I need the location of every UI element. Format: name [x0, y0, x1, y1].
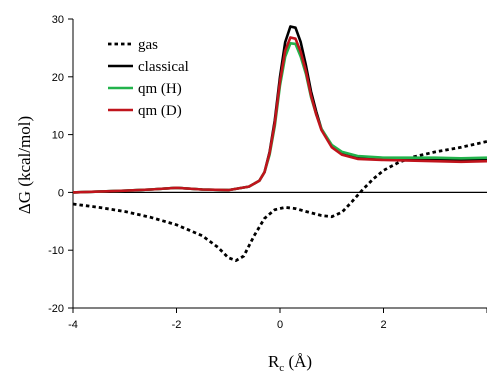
- legend-label: qm (H): [138, 81, 182, 97]
- x-tick-label: 0: [277, 319, 283, 331]
- series-line-qm-h: [72, 42, 487, 194]
- y-tick-label: -10: [48, 245, 64, 257]
- x-tick-label: -2: [172, 319, 182, 331]
- series-line-gas: [72, 140, 487, 262]
- y-tick-label: 10: [52, 130, 64, 142]
- legend: gas classical qm (H) qm (D): [108, 37, 189, 119]
- y-axis-title: ΔG (kcal/mol): [15, 116, 34, 214]
- series-line-classical: [72, 25, 487, 194]
- y-tick-label: 0: [58, 187, 64, 199]
- y-tick-label: -20: [48, 303, 64, 315]
- y-tick-label: 20: [52, 72, 64, 84]
- series-layer: [72, 25, 487, 262]
- legend-label: classical: [138, 59, 189, 75]
- x-axis-title-unit: (Å): [284, 352, 312, 371]
- x-axis-title-sub: c: [279, 362, 284, 373]
- y-tick-label: 30: [52, 14, 64, 26]
- x-axis-title: Rc (Å): [268, 352, 312, 373]
- x-tick-label: 2: [380, 319, 386, 331]
- legend-label: qm (D): [138, 103, 182, 119]
- x-tick-label: -4: [68, 319, 78, 331]
- x-axis-title-main: R: [268, 352, 280, 371]
- series-line-qm-d: [72, 36, 487, 194]
- legend-label: gas: [138, 37, 158, 53]
